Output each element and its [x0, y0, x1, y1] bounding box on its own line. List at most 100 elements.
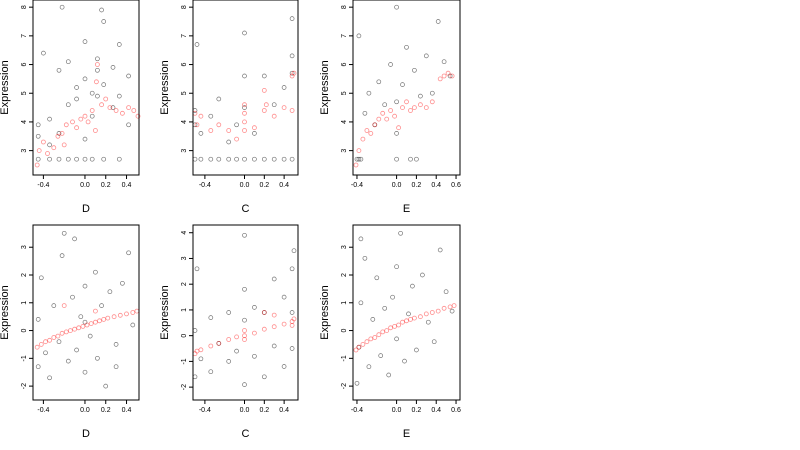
data-point	[234, 136, 240, 142]
y-axis-title: Expression	[0, 60, 11, 114]
x-tick-label: 0.2	[412, 182, 422, 189]
data-point	[134, 308, 140, 314]
data-point	[358, 156, 364, 162]
data-point	[281, 364, 287, 369]
data-point	[226, 128, 232, 133]
data-point	[208, 156, 214, 162]
data-point	[356, 344, 362, 350]
data-point	[406, 311, 411, 317]
data-point	[414, 347, 419, 353]
data-point	[242, 110, 247, 116]
y-tick-label: -1	[181, 358, 188, 364]
data-point	[35, 364, 41, 370]
data-point	[35, 317, 41, 322]
data-point	[117, 312, 123, 318]
data-point	[80, 323, 86, 329]
data-point	[423, 53, 429, 59]
data-point	[63, 122, 69, 128]
data-point	[111, 314, 117, 320]
data-point	[390, 294, 395, 300]
x-axis-title: C	[242, 428, 250, 440]
x-tick-label: 0.2	[412, 407, 422, 414]
data-point	[356, 148, 362, 154]
y-tick-label: 0	[21, 329, 28, 333]
data-point	[376, 79, 382, 85]
x-tick-label: 0.2	[259, 182, 269, 189]
data-point	[289, 322, 295, 328]
data-point	[38, 341, 44, 347]
data-point	[291, 70, 297, 76]
data-point	[242, 119, 247, 125]
data-point	[431, 339, 437, 345]
data-point	[356, 344, 362, 350]
y-tick-label: 6	[341, 63, 348, 67]
x-tick-label: 0.4	[279, 407, 289, 414]
data-point	[353, 347, 359, 353]
data-point	[271, 324, 277, 330]
data-point	[70, 294, 75, 300]
panel-1: -0.4 0.0 0.2 0.4 3 4 5 6 7 8 D Expression	[0, 0, 141, 215]
data-point	[356, 33, 362, 39]
data-point	[364, 128, 370, 133]
data-point	[392, 113, 398, 119]
data-point	[443, 289, 449, 295]
x-tick-label: 0.2	[101, 407, 111, 414]
data-point	[198, 356, 204, 362]
data-point	[271, 312, 277, 318]
data-point	[99, 303, 104, 308]
data-point	[226, 310, 232, 315]
data-point	[234, 122, 239, 128]
data-point	[194, 42, 200, 47]
data-point	[105, 315, 111, 321]
data-point	[394, 156, 399, 162]
data-point	[110, 105, 116, 110]
data-point	[59, 130, 65, 136]
data-point	[192, 156, 198, 162]
data-point	[120, 110, 125, 116]
data-point	[386, 372, 392, 378]
data-point	[126, 73, 131, 79]
data-point	[68, 328, 73, 334]
data-point	[95, 62, 100, 67]
data-point	[418, 93, 423, 99]
plot-frame	[32, 0, 140, 176]
y-tick-label: 8	[341, 5, 348, 9]
data-point	[388, 325, 394, 331]
y-tick-label: 1	[341, 301, 348, 305]
data-point	[445, 70, 451, 76]
y-tick-label: -2	[21, 383, 28, 389]
data-point	[51, 303, 57, 308]
y-tick-label: 5	[181, 91, 188, 95]
data-point	[82, 113, 88, 119]
data-point	[116, 42, 122, 47]
data-point	[271, 276, 277, 282]
data-point	[394, 4, 399, 10]
data-point	[101, 82, 107, 87]
data-point	[47, 337, 52, 343]
data-point	[130, 310, 136, 315]
data-point	[234, 156, 239, 162]
y-tick-label: 5	[341, 91, 348, 95]
y-tick-label: 1	[21, 301, 28, 305]
x-tick-label: 0.0	[392, 182, 402, 189]
y-tick-label: -2	[181, 384, 188, 390]
data-point	[101, 19, 107, 24]
data-point	[423, 311, 429, 317]
y-tick-label: 8	[181, 5, 188, 9]
data-point	[449, 308, 455, 314]
data-point	[414, 156, 419, 162]
data-point	[89, 156, 95, 162]
data-point	[420, 272, 425, 278]
data-point	[376, 116, 382, 122]
data-point	[408, 108, 413, 113]
data-point	[251, 330, 257, 336]
data-point	[451, 303, 457, 309]
y-tick-label: -1	[21, 355, 28, 361]
data-point	[242, 73, 247, 79]
x-tick-label: 0.0	[240, 182, 250, 189]
data-point	[82, 39, 88, 44]
data-point	[360, 136, 366, 142]
x-tick-label: -0.4	[199, 182, 211, 189]
data-point	[281, 156, 287, 162]
data-point	[208, 369, 214, 375]
